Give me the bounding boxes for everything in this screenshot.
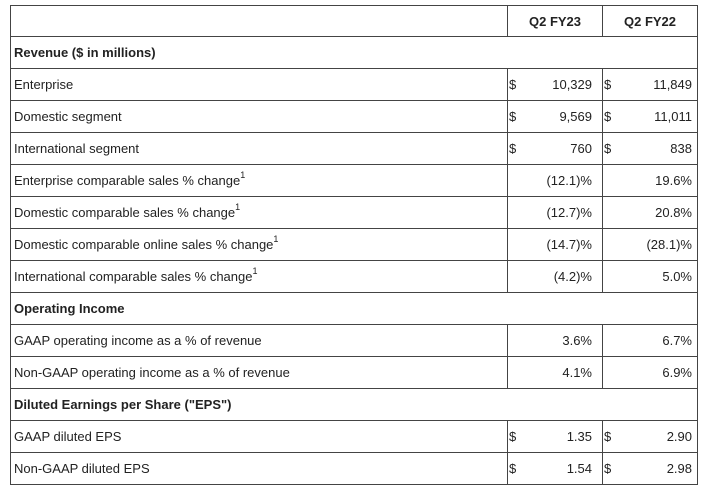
value-q2-fy22: 19.6% <box>602 164 698 197</box>
footnote-marker: 1 <box>252 265 258 276</box>
currency-symbol: $ <box>602 68 615 101</box>
table-row: Enterprise comparable sales % change1 (1… <box>10 164 698 197</box>
value-q2-fy23: 1.54 <box>519 452 603 485</box>
section-row-revenue: Revenue ($ in millions) <box>10 36 698 69</box>
table-header-row: Q2 FY23 Q2 FY22 <box>10 5 698 37</box>
section-title-operating-income: Operating Income <box>10 292 698 325</box>
value-q2-fy22: (28.1)% <box>602 228 698 261</box>
table-row: GAAP operating income as a % of revenue … <box>10 324 698 357</box>
value-q2-fy23: 4.1% <box>507 356 603 389</box>
value-q2-fy22: 11,849 <box>614 68 698 101</box>
header-q2-fy22: Q2 FY22 <box>602 5 698 37</box>
footnote-marker: 1 <box>235 201 241 212</box>
currency-symbol: $ <box>507 68 520 101</box>
footnote-marker: 1 <box>273 233 279 244</box>
value-q2-fy23: 3.6% <box>507 324 603 357</box>
section-title-revenue: Revenue ($ in millions) <box>10 36 698 69</box>
value-q2-fy22: 11,011 <box>614 100 698 133</box>
value-q2-fy22: 838 <box>614 132 698 165</box>
value-q2-fy23: (12.1)% <box>507 164 603 197</box>
row-label: Enterprise comparable sales % change1 <box>10 164 508 197</box>
value-q2-fy23: (4.2)% <box>507 260 603 293</box>
value-q2-fy22: 2.90 <box>614 420 698 453</box>
value-q2-fy23: 1.35 <box>519 420 603 453</box>
row-label: GAAP diluted EPS <box>10 420 508 453</box>
value-q2-fy23: 9,569 <box>519 100 603 133</box>
section-row-eps: Diluted Earnings per Share ("EPS") <box>10 388 698 421</box>
currency-symbol: $ <box>602 420 615 453</box>
value-q2-fy22: 6.7% <box>602 324 698 357</box>
table-row: International comparable sales % change1… <box>10 260 698 293</box>
value-q2-fy23: (14.7)% <box>507 228 603 261</box>
header-blank-cell <box>10 5 508 37</box>
row-label: Non-GAAP diluted EPS <box>10 452 508 485</box>
value-q2-fy22: 6.9% <box>602 356 698 389</box>
value-q2-fy22: 2.98 <box>614 452 698 485</box>
table-row: GAAP diluted EPS $ 1.35 $ 2.90 <box>10 420 698 453</box>
table-row: International segment $ 760 $ 838 <box>10 132 698 165</box>
currency-symbol: $ <box>602 452 615 485</box>
row-label: Domestic comparable sales % change1 <box>10 196 508 229</box>
currency-symbol: $ <box>507 452 520 485</box>
row-label: Enterprise <box>10 68 508 101</box>
section-title-eps: Diluted Earnings per Share ("EPS") <box>10 388 698 421</box>
table-row: Domestic comparable sales % change1 (12.… <box>10 196 698 229</box>
header-q2-fy23: Q2 FY23 <box>507 5 603 37</box>
section-row-operating-income: Operating Income <box>10 292 698 325</box>
row-label: Non-GAAP operating income as a % of reve… <box>10 356 508 389</box>
value-q2-fy23: (12.7)% <box>507 196 603 229</box>
footnote-marker: 1 <box>240 169 246 180</box>
table-row: Non-GAAP diluted EPS $ 1.54 $ 2.98 <box>10 452 698 485</box>
row-label: Domestic segment <box>10 100 508 133</box>
value-q2-fy23: 760 <box>519 132 603 165</box>
row-label: International segment <box>10 132 508 165</box>
currency-symbol: $ <box>507 420 520 453</box>
row-label: GAAP operating income as a % of revenue <box>10 324 508 357</box>
value-q2-fy22: 5.0% <box>602 260 698 293</box>
table-row: Domestic comparable online sales % chang… <box>10 228 698 261</box>
financial-summary-table: Q2 FY23 Q2 FY22 Revenue ($ in millions) … <box>10 5 698 485</box>
row-label: Domestic comparable online sales % chang… <box>10 228 508 261</box>
table-row: Enterprise $ 10,329 $ 11,849 <box>10 68 698 101</box>
value-q2-fy23: 10,329 <box>519 68 603 101</box>
currency-symbol: $ <box>507 132 520 165</box>
row-label: International comparable sales % change1 <box>10 260 508 293</box>
table-row: Domestic segment $ 9,569 $ 11,011 <box>10 100 698 133</box>
table-row: Non-GAAP operating income as a % of reve… <box>10 356 698 389</box>
currency-symbol: $ <box>507 100 520 133</box>
value-q2-fy22: 20.8% <box>602 196 698 229</box>
currency-symbol: $ <box>602 132 615 165</box>
currency-symbol: $ <box>602 100 615 133</box>
